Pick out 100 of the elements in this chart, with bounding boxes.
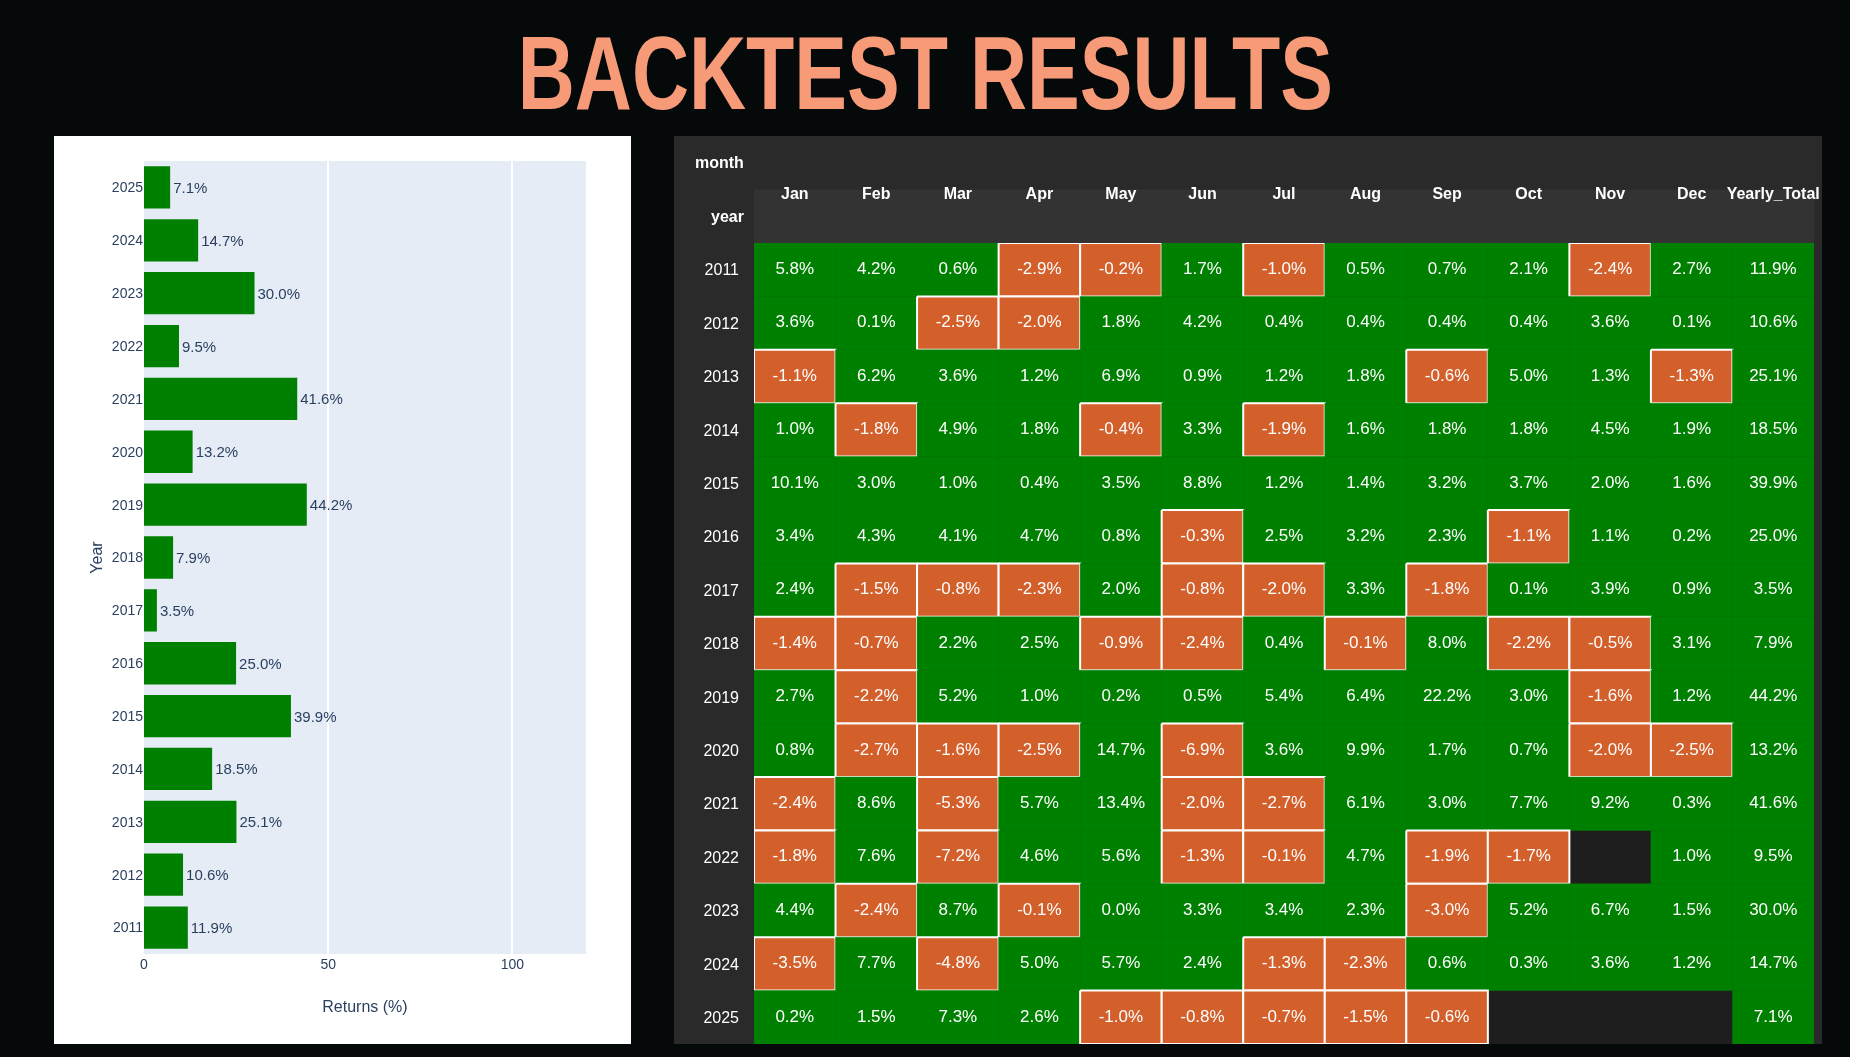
y-tick-label: 2016 — [703, 528, 740, 546]
data-label: 1.5% — [856, 1006, 896, 1026]
data-label: 13.4% — [1096, 792, 1146, 812]
y-tick-label: 2018 — [111, 549, 144, 566]
data-label: 0.4% — [1509, 312, 1548, 332]
data-label: 3.5% — [159, 601, 195, 619]
data-label: 0.2% — [1672, 525, 1712, 545]
data-label: -2.0% — [1180, 792, 1225, 812]
data-label: 5.6% — [1101, 846, 1141, 866]
data-label: 39.9% — [293, 707, 337, 725]
data-label: -5.3% — [935, 792, 981, 812]
data-label: 5.8% — [775, 258, 815, 278]
y-tick-label: 2015 — [111, 708, 144, 724]
data-label: -3.0% — [1424, 899, 1470, 919]
data-label: 1.3% — [1590, 365, 1630, 385]
data-label: 8.8% — [1183, 472, 1222, 492]
data-label: 2.0% — [1590, 472, 1630, 492]
data-label: -1.8% — [772, 846, 817, 866]
data-label: 2.3% — [1427, 525, 1467, 545]
data-label: -2.4% — [1180, 632, 1225, 652]
data-label: 3.4% — [775, 525, 815, 545]
data-label: -2.4% — [1587, 258, 1633, 278]
data-label: 1.9% — [1672, 419, 1712, 439]
data-label: -1.5% — [1343, 1006, 1388, 1026]
data-label: 8.0% — [1427, 632, 1467, 652]
data-label: 8.7% — [938, 899, 978, 919]
data-label: -2.5% — [1017, 739, 1062, 759]
data-label: 7.1% — [173, 178, 208, 196]
data-label: -1.5% — [854, 579, 899, 599]
y-tick-label: 2021 — [703, 795, 740, 813]
data-label: 30.0% — [1749, 899, 1798, 919]
data-label: -1.3% — [1669, 365, 1714, 385]
data-label: 1.8% — [1020, 419, 1059, 439]
x-tick-label: Aug — [1349, 184, 1382, 202]
data-label: 1.4% — [1346, 472, 1385, 492]
data-label: 3.7% — [1509, 472, 1548, 492]
data-label: 3.3% — [1183, 419, 1222, 439]
data-label: -0.8% — [935, 579, 981, 599]
data-label: -2.4% — [772, 792, 817, 812]
y-tick-label: 2024 — [703, 955, 740, 973]
data-label: 3.6% — [938, 365, 978, 385]
data-label: 7.1% — [1753, 1006, 1793, 1026]
data-label: 1.6% — [1346, 419, 1385, 439]
data-label: 2.4% — [1183, 953, 1222, 973]
data-label: 13.2% — [1749, 739, 1798, 759]
data-label: 1.5% — [1672, 899, 1712, 919]
data-label: 3.6% — [1590, 953, 1630, 973]
data-label: 2.3% — [1346, 899, 1385, 919]
data-label: 1.7% — [1427, 739, 1467, 759]
data-label: 2.7% — [1672, 258, 1712, 278]
x-tick-label: May — [1105, 184, 1137, 202]
data-label: 9.5% — [1753, 846, 1793, 866]
data-label: -1.0% — [1098, 1006, 1144, 1026]
data-label: -1.0% — [1261, 258, 1307, 278]
data-label: 3.1% — [1672, 632, 1712, 652]
data-label: 9.2% — [1590, 792, 1630, 812]
x-tick-label: Apr — [1025, 184, 1054, 202]
data-label: 7.7% — [856, 953, 896, 973]
data-label: 4.5% — [1590, 419, 1630, 439]
data-label: 1.2% — [1264, 472, 1304, 492]
y-tick-label: 2020 — [703, 741, 740, 759]
data-label: 1.0% — [1672, 846, 1712, 866]
data-label: 18.5% — [215, 760, 258, 778]
data-label: 44.2% — [309, 496, 353, 514]
data-label: 25.1% — [239, 813, 282, 831]
x-tick-label: Sep — [1432, 184, 1462, 202]
data-label: 6.7% — [1590, 899, 1630, 919]
data-label: 30.0% — [257, 284, 301, 302]
data-label: -2.5% — [935, 312, 981, 332]
data-label: -1.3% — [1261, 953, 1307, 973]
data-label: -1.8% — [854, 419, 899, 439]
data-label: 0.7% — [1427, 258, 1467, 278]
x-tick-label: 50 — [320, 956, 337, 972]
y-tick-label: 2024 — [111, 232, 144, 249]
y-tick-label: 2014 — [703, 421, 740, 439]
data-label: -0.1% — [1017, 899, 1062, 919]
data-label: 1.0% — [938, 472, 978, 492]
data-label: -1.1% — [772, 365, 817, 385]
data-label: 0.4% — [1346, 312, 1385, 332]
x-tick-label: Nov — [1595, 184, 1626, 202]
data-label: 10.6% — [1749, 312, 1798, 332]
data-label: 11.9% — [190, 919, 233, 937]
data-label: 14.7% — [201, 231, 244, 249]
data-label: -1.6% — [935, 739, 981, 759]
data-label: 0.1% — [856, 312, 896, 332]
data-label: 0.6% — [938, 258, 978, 278]
data-label: -1.9% — [1261, 419, 1307, 439]
data-label: 39.9% — [1749, 472, 1798, 492]
data-label: -2.7% — [1261, 792, 1307, 812]
y-tick-label: 2023 — [111, 285, 144, 302]
data-label: 0.8% — [775, 739, 815, 759]
data-label: 5.2% — [1509, 899, 1548, 919]
data-label: 3.5% — [1101, 472, 1141, 492]
data-label: 3.3% — [1183, 899, 1222, 919]
data-label: 9.5% — [181, 337, 217, 355]
data-label: -0.8% — [1180, 1006, 1225, 1026]
data-label: 1.2% — [1672, 953, 1712, 973]
data-label: 1.2% — [1264, 365, 1304, 385]
data-label: 0.8% — [1101, 525, 1141, 545]
data-label: -2.0% — [1261, 579, 1307, 599]
